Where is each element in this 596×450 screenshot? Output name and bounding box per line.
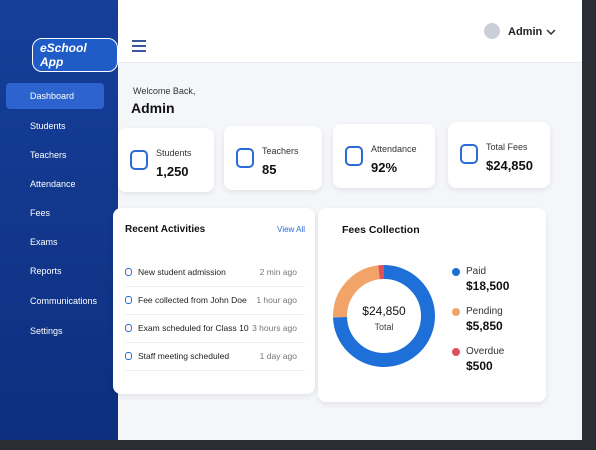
donut-segment <box>333 265 435 367</box>
nav-item[interactable]: Dashboard <box>6 83 104 109</box>
legend-item: Overdue $500 <box>452 346 505 373</box>
app: eSchool App Dashboard Students Teachers … <box>0 0 582 440</box>
activities-card: Recent Activities View All New student a… <box>113 208 315 394</box>
activity-text: Fee collected from John Doe <box>138 295 247 305</box>
legend-dot <box>452 348 460 356</box>
donut-total: $24,850 <box>362 304 406 318</box>
legend-amount: $500 <box>466 359 493 373</box>
nav-item[interactable]: Attendance <box>30 179 76 189</box>
legend-name: Paid <box>466 266 487 277</box>
activity-time: 2 min ago <box>259 267 297 277</box>
legend-name: Pending <box>466 306 503 317</box>
stat-value: $24,850 <box>486 158 533 173</box>
fees-card: Fees Collection $24,850 Total Paid $18,50… <box>318 208 546 402</box>
activity-row[interactable]: Staff meeting scheduled 1 day ago <box>125 342 305 371</box>
nav-item[interactable]: Fees <box>30 208 51 218</box>
legend-amount: $18,500 <box>466 279 510 293</box>
legend-item: Pending $5,850 <box>452 306 503 333</box>
activity-text: Exam scheduled for Class 10 <box>138 323 249 333</box>
activity-text: Staff meeting scheduled <box>138 351 230 361</box>
stat-card[interactable]: Attendance 92% <box>333 124 435 188</box>
card-title: Recent Activities <box>125 224 206 235</box>
legend-dot <box>452 308 460 316</box>
stat-card[interactable]: Teachers 85 <box>224 126 322 190</box>
stat-value: 85 <box>262 162 277 177</box>
user-name[interactable]: Admin <box>508 26 543 38</box>
avatar[interactable] <box>484 23 500 39</box>
activity-time: 1 day ago <box>259 351 297 361</box>
card-title: Fees Collection <box>342 224 420 236</box>
sidebar: eSchool App Dashboard Students Teachers … <box>0 0 118 440</box>
stat-label: Attendance <box>371 144 417 154</box>
view-all-link[interactable]: View All <box>277 225 305 234</box>
activity-row[interactable]: Fee collected from John Doe 1 hour ago <box>125 286 305 315</box>
nav-item[interactable]: Communications <box>30 296 98 306</box>
legend-name: Overdue <box>466 346 505 357</box>
legend-amount: $5,850 <box>466 319 503 333</box>
stat-value: 92% <box>371 160 398 175</box>
logo[interactable]: eSchool App <box>32 38 118 72</box>
legend-item: Paid $18,500 <box>452 266 510 293</box>
donut-caption: Total <box>374 322 394 332</box>
stat-card[interactable]: Students 1,250 <box>118 128 214 192</box>
activity-time: 3 hours ago <box>252 323 297 333</box>
activity-text: New student admission <box>138 267 226 277</box>
stat-label: Students <box>156 148 192 158</box>
dropdown-caret[interactable] <box>546 29 556 35</box>
legend-dot <box>452 268 460 276</box>
nav-item[interactable]: Reports <box>30 266 62 276</box>
nav-item[interactable]: Settings <box>30 326 63 336</box>
nav-item[interactable]: Students <box>30 121 66 131</box>
activity-row[interactable]: Exam scheduled for Class 10 3 hours ago <box>125 314 305 343</box>
greeting: Welcome Back, <box>133 86 196 96</box>
menu-button[interactable] <box>132 40 146 52</box>
welcome-name: Admin <box>131 100 175 116</box>
stat-card[interactable]: Total Fees $24,850 <box>448 122 550 188</box>
topbar: Admin <box>118 0 582 63</box>
stat-label: Teachers <box>262 146 299 156</box>
donut-chart <box>333 265 435 367</box>
stat-label: Total Fees <box>486 142 528 152</box>
stat-value: 1,250 <box>156 164 189 179</box>
donut-segment <box>333 265 435 367</box>
activity-row[interactable]: New student admission 2 min ago <box>125 258 305 287</box>
nav-item[interactable]: Teachers <box>30 150 67 160</box>
activity-time: 1 hour ago <box>256 295 297 305</box>
nav-item[interactable]: Exams <box>30 237 58 247</box>
